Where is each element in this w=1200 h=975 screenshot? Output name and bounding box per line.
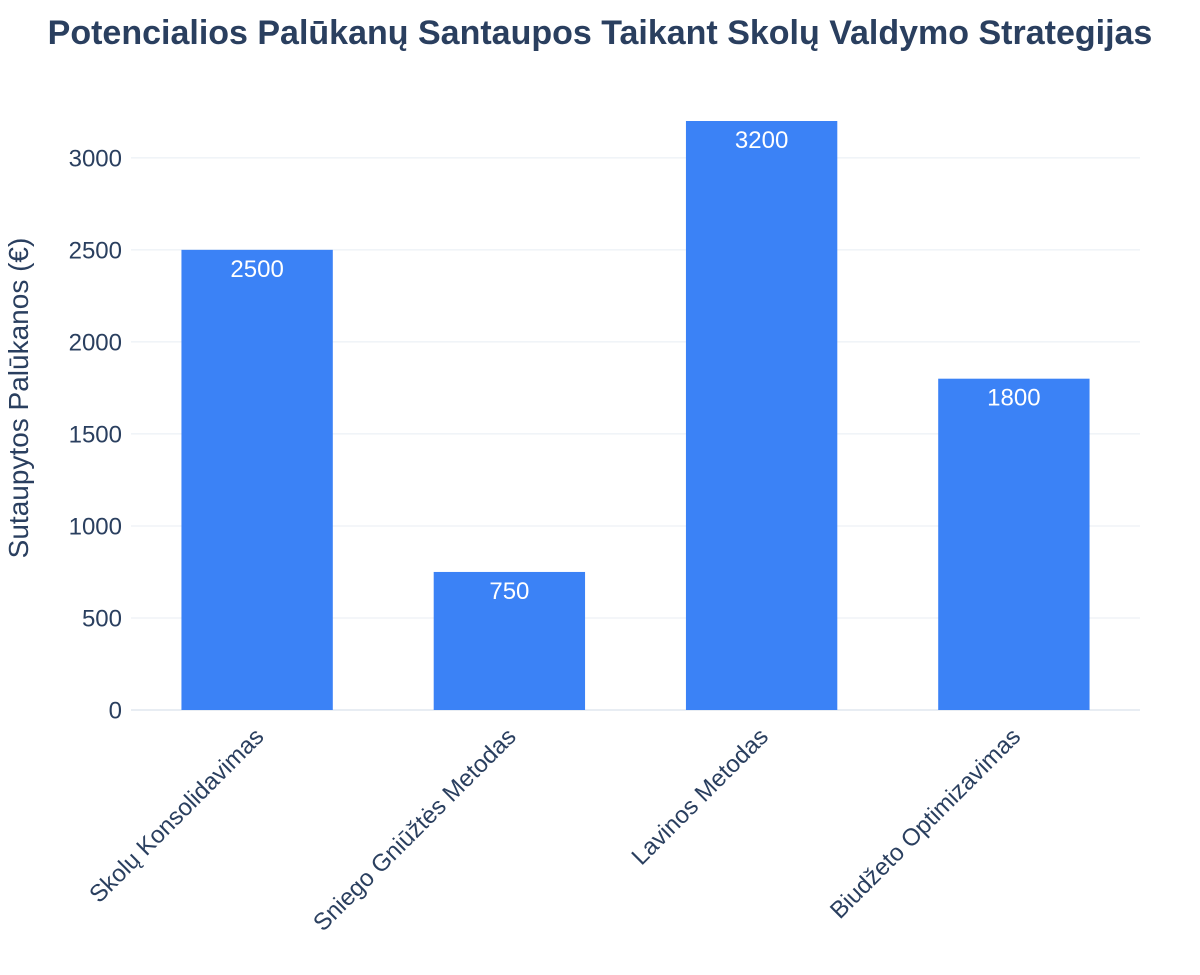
x-tick-label: Biudžeto Optimizavimas xyxy=(825,723,1026,924)
bar xyxy=(685,121,838,710)
chart-title: Potencialios Palūkanų Santaupos Taikant … xyxy=(48,14,1153,52)
y-tick-label: 500 xyxy=(82,605,122,632)
x-tick-label: Sniego Gniūžtės Metodas xyxy=(308,723,521,936)
bars xyxy=(181,121,1090,710)
bar xyxy=(938,378,1090,710)
y-tick-label: 2000 xyxy=(69,329,122,356)
data-labels: 2500 750 3200 1800 xyxy=(230,127,1040,605)
x-tick-label: Skolų Konsolidavimas xyxy=(84,723,269,908)
y-tick-label: 2500 xyxy=(69,237,122,264)
y-axis-ticks: 0 500 1000 1500 2000 2500 3000 xyxy=(69,145,122,724)
y-tick-label: 3000 xyxy=(69,145,122,172)
bar-value-label: 750 xyxy=(489,578,529,605)
x-axis-ticks: Skolų Konsolidavimas Sniego Gniūžtės Meto… xyxy=(84,723,1026,936)
y-tick-label: 1500 xyxy=(69,421,122,448)
bar-value-label: 1800 xyxy=(987,385,1040,412)
y-tick-label: 1000 xyxy=(69,513,122,540)
bar-value-label: 2500 xyxy=(230,256,283,283)
bar xyxy=(181,249,333,710)
x-tick-label: Lavinos Metodas xyxy=(626,723,773,870)
y-tick-label: 0 xyxy=(109,698,122,725)
y-axis-label: Sutaupytos Palūkanos (€) xyxy=(3,238,34,559)
bar-value-label: 3200 xyxy=(735,127,788,154)
bar xyxy=(433,571,586,710)
